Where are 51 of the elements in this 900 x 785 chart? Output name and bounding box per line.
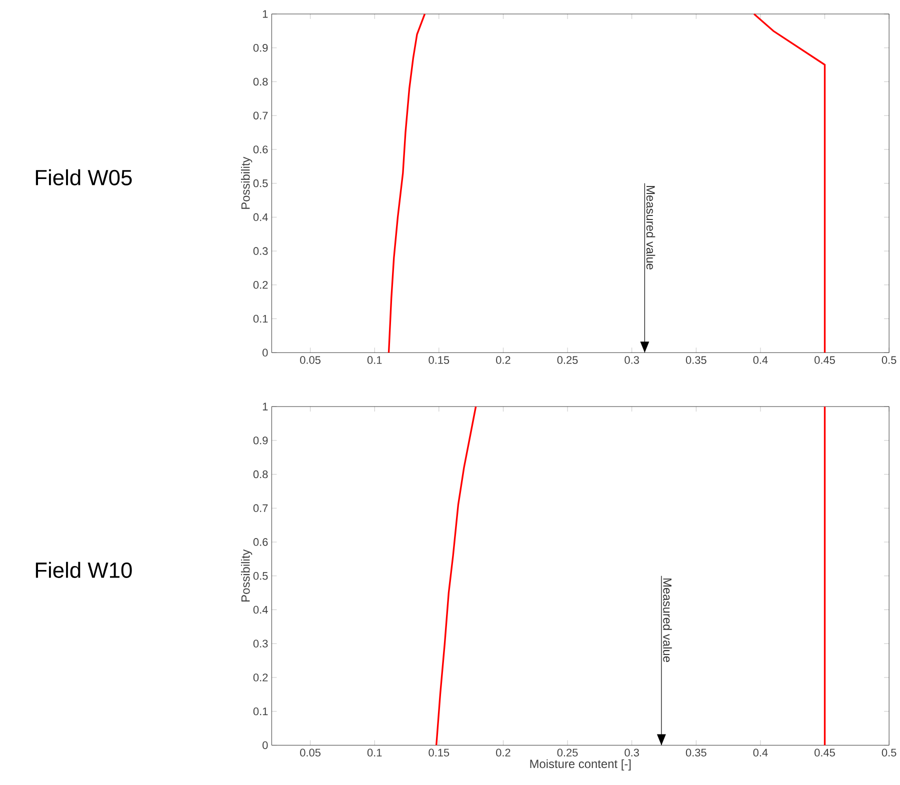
x-tick-label: 0.45: [814, 356, 835, 364]
x-tick-label: 0.15: [428, 748, 450, 756]
x-tick-label: 0.3: [624, 748, 639, 756]
ref-line-label: Measured value: [646, 186, 656, 270]
x-tick-label: 0.1: [367, 356, 382, 364]
x-tick-label: 0.4: [753, 748, 768, 756]
y-tick-label: 0.2: [253, 280, 268, 289]
line-series: [388, 13, 426, 354]
x-tick-label: 0.4: [753, 356, 768, 364]
x-axis-title: Moisture content [-]: [530, 759, 631, 770]
x-tick-label: 0.5: [882, 748, 896, 756]
x-tick-label: 0.15: [428, 356, 450, 364]
y-tick-label: 0.5: [253, 572, 268, 580]
y-tick-label: 0.9: [253, 436, 268, 444]
x-tick-label: 0.2: [496, 356, 510, 364]
line-series: [435, 406, 477, 746]
text: Field W05: [36, 169, 132, 186]
y-axis-title: Possibility: [241, 156, 252, 209]
y-tick-label: 0.3: [253, 247, 268, 255]
y-tick-label: 0.4: [253, 213, 268, 221]
x-tick-label: 0.25: [557, 748, 578, 756]
y-tick-label: 1: [262, 10, 268, 18]
y-tick-label: 0.1: [253, 707, 268, 716]
y-tick-label: 0.9: [253, 44, 268, 52]
x-tick-label: 0.05: [300, 748, 320, 756]
y-tick-label: 0.7: [253, 504, 268, 512]
y-tick-label: 0.8: [253, 78, 268, 86]
y-tick-label: 0.5: [253, 179, 268, 188]
x-tick-label: 0.1: [367, 748, 382, 756]
y-tick-label: 1: [262, 402, 268, 410]
y-tick-label: 0.6: [253, 145, 268, 154]
y-tick-label: 0.4: [253, 606, 268, 614]
y-tick-label: 0.7: [253, 112, 268, 120]
text: Field W10: [36, 562, 132, 578]
x-tick-label: 0.45: [814, 748, 835, 756]
y-tick-label: 0.6: [253, 538, 268, 546]
y-tick-label: 0.2: [253, 674, 268, 682]
x-tick-label: 0.25: [557, 356, 578, 364]
x-tick-label: 0.35: [686, 748, 706, 756]
y-tick-label: 0.3: [253, 640, 268, 648]
y-tick-label: 0: [262, 348, 268, 356]
x-tick-label: 0.3: [624, 356, 639, 364]
ref-line-label: Measured value: [663, 578, 672, 662]
y-axis-title: Possibility: [241, 549, 252, 602]
x-tick-label: 0.2: [496, 748, 510, 756]
y-tick-label: 0: [262, 741, 268, 750]
x-tick-label: 0.05: [300, 356, 320, 364]
x-tick-label: 0.35: [686, 356, 706, 364]
x-tick-label: 0.5: [882, 356, 896, 364]
y-tick-label: 0.1: [253, 314, 268, 323]
y-tick-label: 0.8: [253, 470, 268, 478]
